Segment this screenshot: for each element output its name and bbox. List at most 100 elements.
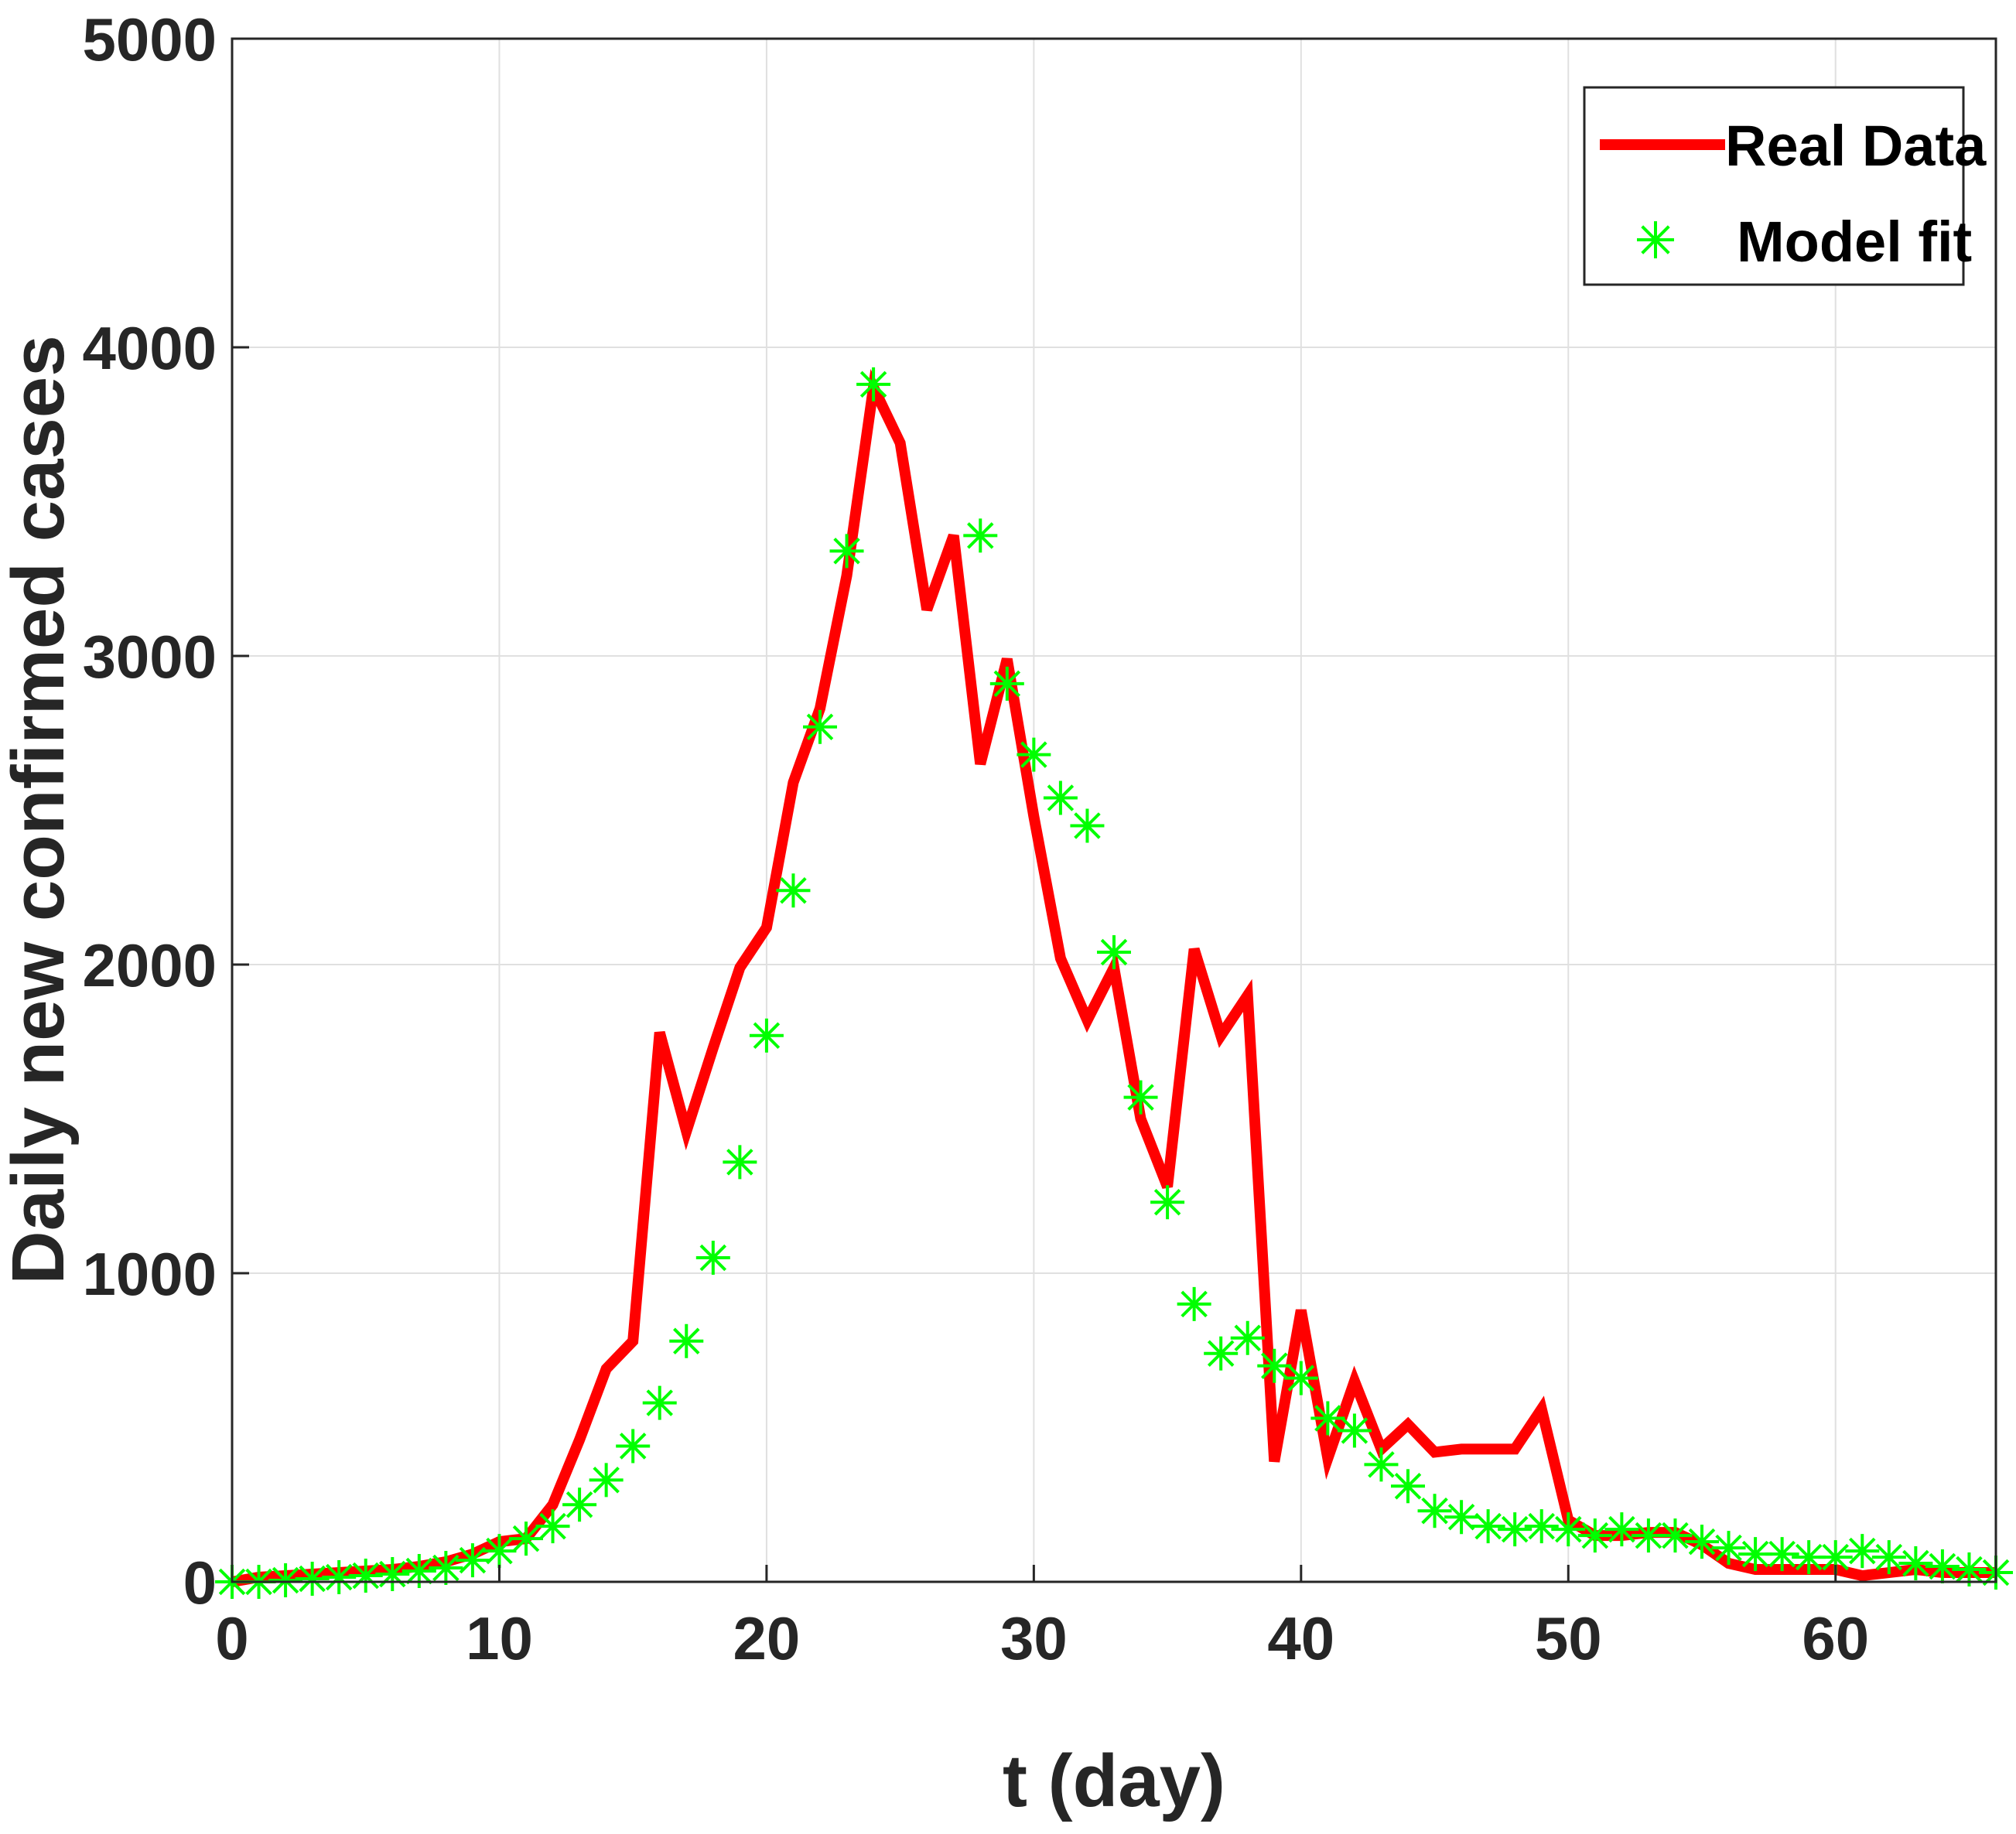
data-point-model-fit — [1364, 1447, 1399, 1482]
asterisk-stroke — [619, 1433, 647, 1460]
data-point-model-fit — [375, 1557, 410, 1592]
asterisk-stroke — [646, 1389, 673, 1416]
series-markers-model-fit — [215, 367, 2013, 1599]
data-point-model-fit — [1283, 1361, 1318, 1395]
data-point-model-fit — [1604, 1512, 1639, 1547]
asterisk-stroke — [1849, 1537, 1876, 1565]
asterisk-stroke — [1474, 1512, 1502, 1540]
asterisk-stroke — [432, 1554, 460, 1582]
asterisk-stroke — [1608, 1515, 1635, 1543]
asterisk-stroke — [806, 713, 834, 741]
asterisk-stroke — [699, 1244, 727, 1272]
asterisk-stroke — [593, 1467, 620, 1494]
asterisk-stroke — [352, 1562, 379, 1590]
data-point-model-fit — [1577, 1518, 1612, 1553]
asterisk-stroke — [405, 1557, 433, 1585]
asterisk-stroke — [1020, 741, 1047, 768]
data-point-model-fit — [776, 873, 811, 908]
y-tick-label: 5000 — [82, 5, 217, 73]
data-point-model-fit — [535, 1509, 570, 1544]
asterisk-stroke — [1768, 1540, 1796, 1568]
x-tick-label: 50 — [1535, 1604, 1602, 1672]
axes-box — [231, 37, 1997, 1583]
asterisk-stroke — [1421, 1497, 1448, 1525]
x-tick-label: 30 — [1000, 1604, 1068, 1672]
data-point-model-fit — [1658, 1518, 1693, 1553]
asterisk-stroke — [993, 670, 1021, 698]
asterisk-stroke — [1688, 1528, 1716, 1556]
y-tick-label: 1000 — [82, 1240, 217, 1308]
asterisk-stroke — [1741, 1540, 1769, 1568]
data-point-model-fit — [1257, 1348, 1292, 1383]
data-point-model-fit — [1123, 1080, 1158, 1115]
asterisk-stroke — [1501, 1515, 1529, 1543]
asterisk-stroke — [1929, 1552, 1956, 1580]
data-point-model-fit — [1017, 737, 1051, 772]
asterisk-stroke — [1555, 1515, 1582, 1543]
asterisk-stroke — [325, 1563, 353, 1591]
data-point-model-fit — [1711, 1531, 1746, 1566]
data-point-model-fit — [589, 1463, 624, 1498]
asterisk-stroke — [1341, 1417, 1368, 1444]
data-point-model-fit — [1417, 1494, 1452, 1528]
data-point-model-fit — [695, 1241, 730, 1276]
data-point-model-fit — [1898, 1546, 1933, 1581]
asterisk-stroke — [780, 876, 807, 904]
data-point-model-fit — [1337, 1413, 1372, 1448]
asterisk-stroke — [726, 1149, 753, 1176]
data-point-model-fit — [509, 1522, 543, 1556]
data-point-model-fit — [642, 1385, 677, 1420]
asterisk-stroke — [299, 1565, 326, 1593]
asterisk-stroke — [1153, 1188, 1181, 1216]
asterisk-stroke — [1074, 812, 1101, 839]
plot-area — [232, 39, 1996, 1582]
legend-marker-model-fit — [1637, 221, 1674, 258]
asterisk-stroke — [1261, 1352, 1288, 1379]
asterisk-stroke — [1181, 1290, 1208, 1318]
data-point-model-fit — [749, 1018, 784, 1053]
data-point-model-fit — [963, 518, 998, 553]
asterisk-stroke — [1394, 1473, 1422, 1500]
data-point-model-fit — [1150, 1185, 1185, 1220]
asterisk-stroke — [566, 1491, 593, 1518]
data-point-model-fit — [829, 534, 864, 569]
asterisk-stroke — [1287, 1364, 1315, 1392]
asterisk-stroke — [673, 1327, 700, 1355]
asterisk-stroke — [512, 1525, 540, 1552]
asterisk-stroke — [486, 1537, 513, 1565]
asterisk-stroke — [1100, 938, 1128, 966]
asterisk-stroke — [1902, 1549, 1929, 1577]
data-point-model-fit — [562, 1487, 597, 1522]
asterisk-stroke — [539, 1512, 566, 1540]
data-point-model-fit — [1070, 808, 1105, 843]
asterisk-stroke — [1875, 1543, 1903, 1571]
data-point-model-fit — [401, 1554, 436, 1589]
asterisk-stroke — [1528, 1512, 1555, 1540]
asterisk-stroke — [1715, 1534, 1742, 1562]
data-point-model-fit — [1524, 1509, 1559, 1544]
asterisk-stroke — [1314, 1405, 1341, 1432]
asterisk-stroke — [1641, 225, 1670, 254]
data-point-model-fit — [429, 1551, 463, 1586]
asterisk-stroke — [859, 371, 887, 398]
y-tick-label: 3000 — [82, 623, 217, 691]
data-point-model-fit — [669, 1323, 704, 1358]
data-point-model-fit — [803, 709, 837, 744]
asterisk-stroke — [1822, 1543, 1849, 1571]
legend-asterisk-icon — [1637, 221, 1674, 258]
asterisk-stroke — [1581, 1522, 1609, 1549]
asterisk-stroke — [753, 1022, 781, 1050]
legend-label-real-data: Real Data — [1725, 114, 1987, 178]
data-point-model-fit — [1845, 1534, 1880, 1569]
data-point-model-fit — [482, 1534, 517, 1569]
data-point-model-fit — [1871, 1540, 1906, 1575]
asterisk-stroke — [272, 1566, 299, 1594]
x-axis-label: t (day) — [1003, 1740, 1225, 1822]
data-point-model-fit — [1685, 1525, 1719, 1559]
series-layer — [215, 367, 2013, 1599]
legend-label-model-fit: Model fit — [1737, 210, 1972, 274]
data-point-model-fit — [455, 1543, 490, 1578]
asterisk-stroke — [1956, 1556, 1983, 1583]
asterisk-stroke — [1447, 1503, 1475, 1531]
